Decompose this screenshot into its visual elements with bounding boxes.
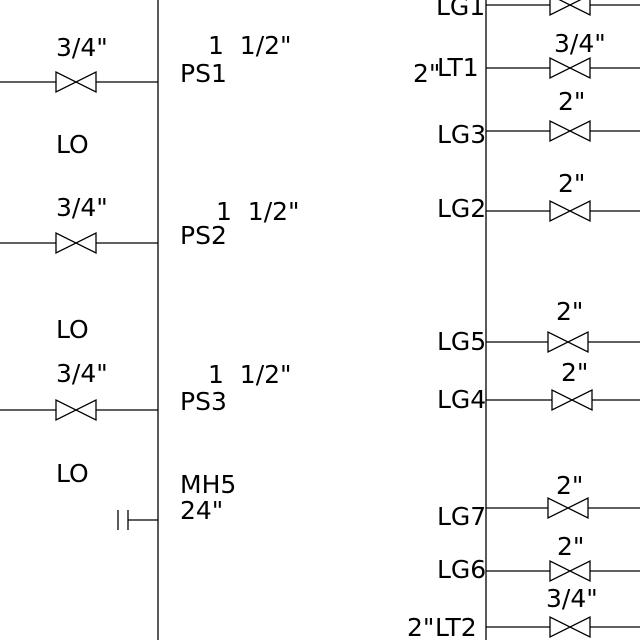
branch-lg4: LG4 2" <box>437 358 640 414</box>
gate-valve-icon[interactable] <box>55 231 97 255</box>
connection-size-label: 1 1/2" <box>208 31 292 60</box>
connection-size-label: 1 1/2" <box>216 197 300 226</box>
instrument-tag: PS2 <box>180 221 227 250</box>
gate-valve-icon[interactable] <box>549 0 591 17</box>
valve-size-label: 2" <box>561 358 588 387</box>
branch-lg2: LG2 2" <box>437 169 640 223</box>
gate-valve-icon[interactable] <box>549 119 591 143</box>
valve-size-label: 3/4" <box>554 29 606 58</box>
gate-valve-icon[interactable] <box>55 70 97 94</box>
branch-lg7: LG7 2" <box>437 471 640 531</box>
instrument-tag: PS1 <box>180 59 227 88</box>
valve-size-label: 2" <box>556 297 583 326</box>
instrument-tag: LG4 <box>437 385 486 414</box>
instrument-tag: LG2 <box>437 194 486 223</box>
manhole-mh5: MH5 24" <box>117 470 236 530</box>
valve-size-label: 2" <box>556 471 583 500</box>
valve-size-label: 2" <box>558 87 585 116</box>
valve-size-label: 3/4" <box>546 584 598 613</box>
valve-size-label: 3/4" <box>56 359 108 388</box>
manhole-tag: MH5 <box>180 470 236 499</box>
branch-lg1: LG1 <box>436 0 640 21</box>
lock-open-label: LO <box>56 130 89 159</box>
lock-open-label: LO <box>56 315 89 344</box>
gate-valve-icon[interactable] <box>551 388 593 412</box>
instrument-tag: PS3 <box>180 387 227 416</box>
instrument-tag: LG3 <box>437 120 486 149</box>
gate-valve-icon[interactable] <box>547 330 589 354</box>
branch-ps1: 3/4" PS1 1 1/2" <box>0 31 292 94</box>
branch-ps3: 3/4" PS3 1 1/2" <box>0 359 292 422</box>
valve-size-label: 3/4" <box>56 33 108 62</box>
branch-lg5: LG5 2" <box>437 297 640 356</box>
gate-valve-icon[interactable] <box>549 615 591 639</box>
valve-size-label: 2" <box>558 169 585 198</box>
connection-size-label: 1 1/2" <box>208 360 292 389</box>
gate-valve-icon[interactable] <box>55 398 97 422</box>
lock-open-label: LO <box>56 459 89 488</box>
valve-size-label: 2" <box>557 532 584 561</box>
instrument-tag: LG7 <box>437 502 486 531</box>
manhole-size-label: 24" <box>180 496 223 525</box>
instrument-tag: LG5 <box>437 327 486 356</box>
instrument-tag: LG6 <box>437 555 486 584</box>
instrument-tag: LG1 <box>436 0 485 21</box>
gate-valve-icon[interactable] <box>549 56 591 80</box>
instrument-tag: LT2 <box>435 613 477 640</box>
branch-ps2: 3/4" PS2 1 1/2" <box>0 193 300 255</box>
branch-lt2: 2" LT2 3/4" <box>407 584 640 640</box>
instrument-tag: LT1 <box>437 53 479 82</box>
branch-lg6: LG6 2" <box>437 532 640 584</box>
line-size-prefix: 2" <box>407 613 434 640</box>
line-size-prefix: 2" <box>413 59 440 88</box>
gate-valve-icon[interactable] <box>549 559 591 583</box>
branch-lt1: 2" LT1 3/4" <box>413 29 640 88</box>
valve-size-label: 3/4" <box>56 193 108 222</box>
gate-valve-icon[interactable] <box>547 496 589 520</box>
gate-valve-icon[interactable] <box>549 199 591 223</box>
branch-lg3: LG3 2" <box>437 87 640 149</box>
